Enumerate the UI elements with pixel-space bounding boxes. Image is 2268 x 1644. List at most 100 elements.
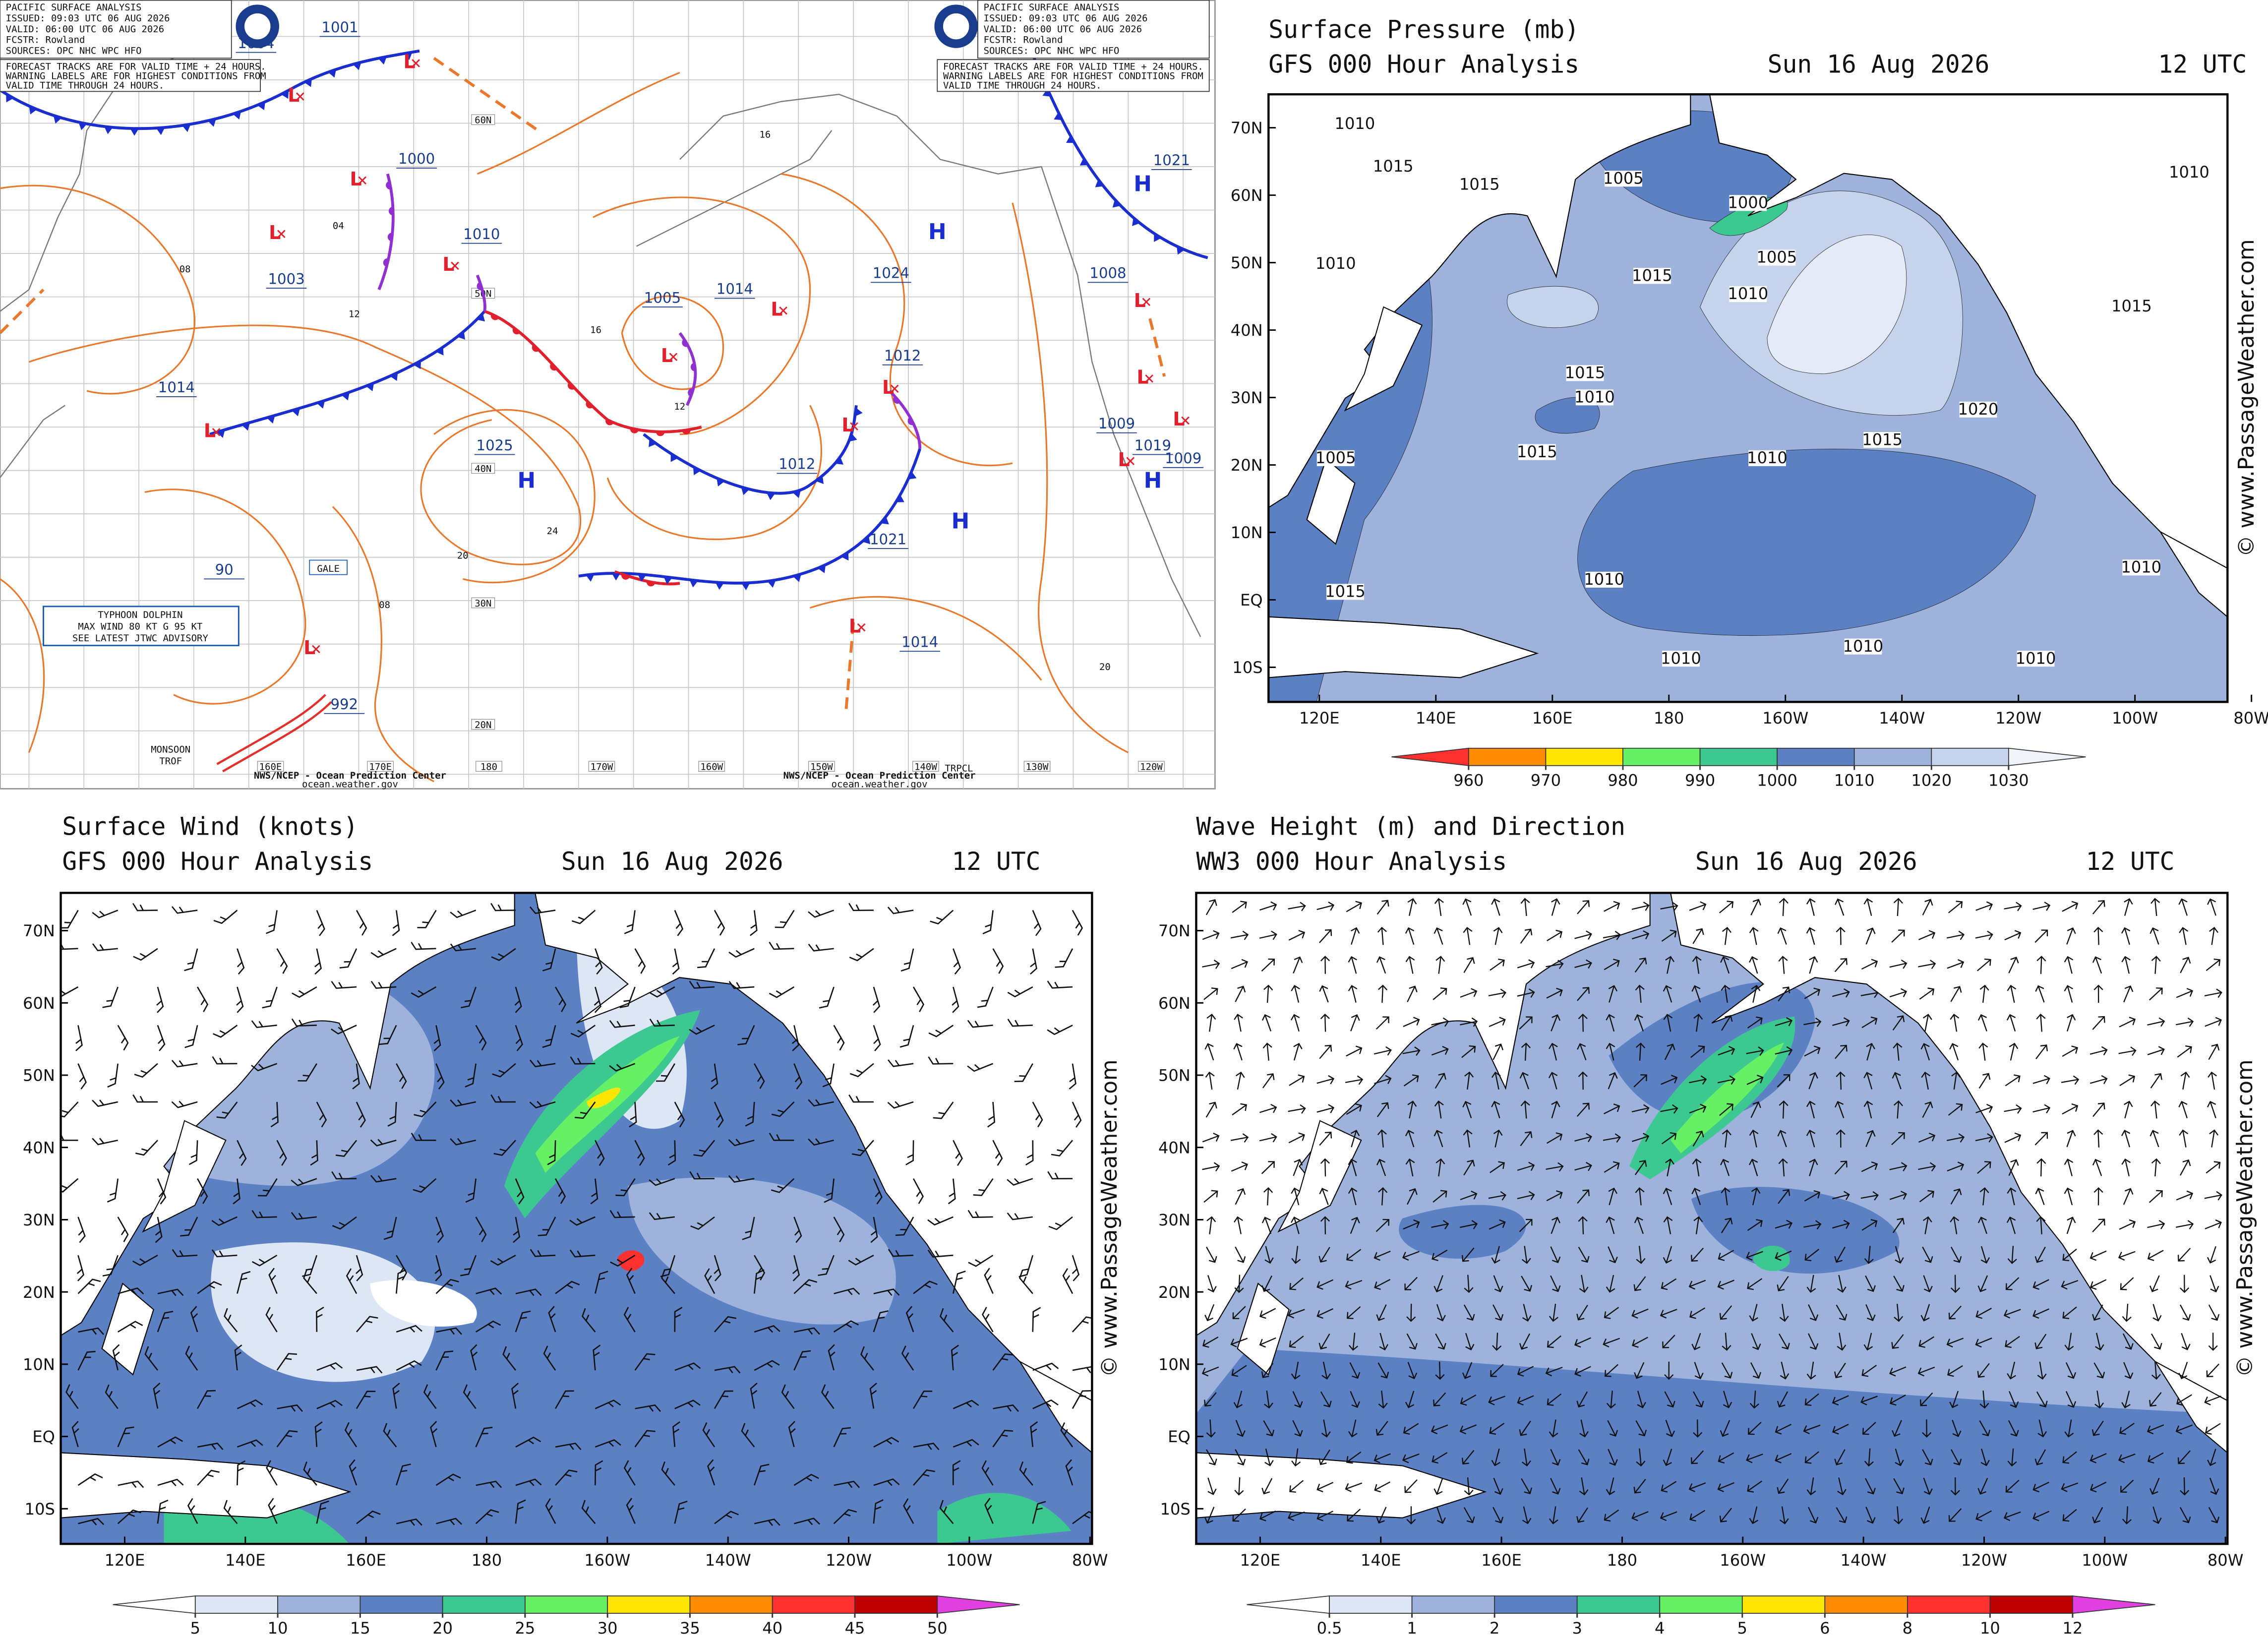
front-symbol [767,580,776,588]
arrow-shape [1950,1477,1960,1496]
arrow-shape [1693,1391,1704,1408]
wave-arrow [1691,1333,1701,1350]
arrow-shape [2089,1046,2108,1056]
wind-barb [828,1344,836,1371]
wave-arrow [1635,1420,1647,1437]
barb-shaft [661,1270,675,1294]
wave-arrow [2209,1477,2219,1495]
wave-arrow [1835,898,1845,916]
wind-barb [356,1101,366,1128]
wave-arrow [2035,1044,2048,1059]
arrow-shape [1431,1017,1449,1027]
wind-barb [392,1383,400,1409]
lon-label: 140W [1841,1551,1887,1570]
colorbar-swatch [1989,1595,2073,1614]
wave-arrow [1346,1103,1362,1115]
low-cross [296,92,304,101]
wave-arrow [2208,1333,2218,1351]
lat-label: 10N [1231,523,1263,542]
wave-arrow [1460,988,1478,998]
arrow-shape [1950,1188,1962,1205]
wind-barb [276,1140,287,1166]
barb-shaft [1007,1212,1033,1220]
cold-front [0,49,420,130]
barb-shaft [237,948,245,975]
wave-arrow [1806,1100,1816,1119]
wave-arrow [2034,929,2048,943]
barb-shaft [750,910,758,936]
barb-shaft [750,1383,758,1409]
barb-shaft [172,906,198,914]
land [1196,893,1650,1336]
wind-barb [569,1216,596,1226]
arrow-shape [1235,1188,1246,1205]
low-center: L [1134,290,1146,311]
wave-arrow [2035,1188,2045,1205]
barb-shaft [370,980,397,989]
wind-barb [982,1307,994,1333]
colorbar-swatch [1391,747,1469,766]
arrow-shape [1861,1365,1877,1377]
front-symbol [611,573,621,581]
wave-arrow [1918,1336,1935,1348]
wave-arrow [2122,1333,2134,1350]
arrow-shape [1205,899,1217,915]
wind-barb [433,1025,441,1051]
arrow-shape [1206,1014,1216,1032]
barb-shaft [626,1268,636,1294]
wind-barb [184,948,198,972]
wave-arrow [1348,1187,1358,1206]
wave-arrow [2009,1042,2019,1061]
wave-arrow [2004,930,2022,941]
wind-barb [463,1384,477,1409]
arrow-shape [2176,1394,2192,1406]
wave-arrow [1230,1133,1249,1143]
wave-arrow [1977,1217,1987,1234]
wave-arrow [2089,1075,2108,1085]
barb-shaft [793,1279,818,1294]
arrow-shape [1777,1130,1787,1148]
wind-barb [414,1101,437,1117]
arrow-shape [1952,1419,1962,1437]
arrow-shape [1834,1246,1846,1263]
arrow-shape [1949,1391,1959,1408]
contour-label-box [1326,584,1364,600]
wave-arrow [2062,1451,2077,1464]
wind-barb [973,1178,994,1196]
front-symbol [1042,88,1051,97]
arrow-shape [1318,1334,1330,1350]
barb-shaft [1025,1140,1034,1166]
wind-barb [1072,1366,1092,1374]
wind-barb [674,1307,683,1332]
low-center: L [1173,408,1185,430]
arrow-shape [2207,1100,2216,1118]
arrow-shape [1977,1217,1987,1234]
wave-arrow [1749,1506,1759,1524]
fronts [0,49,1208,591]
high-center: H [1144,468,1162,493]
front-symbol [341,392,350,401]
wave-arrow [2092,1016,2105,1030]
wave-arrow [1779,1100,1789,1119]
wind-barb [470,1344,478,1371]
wave-arrow [1635,1042,1646,1061]
wave-arrow [2208,1507,2220,1523]
wave-arrow [1231,1365,1247,1377]
wave-arrow [1832,1017,1850,1027]
arrow-shape [2061,1279,2079,1290]
wind-barb [570,1025,596,1038]
wave-arrow [2149,987,2163,1001]
arrow-shape [1723,1391,1732,1408]
map [1196,893,2228,1544]
barb-shaft [981,1460,994,1486]
barb-shaft [953,1270,966,1294]
barb-shaft [1032,1399,1059,1409]
arrow-shape [1891,1132,1905,1146]
wind-barb [1055,948,1074,968]
arrow-shape [1520,928,1533,944]
pressure-value: 1024 [873,265,909,282]
barb-shaft [821,1384,835,1409]
arrow-shape [1519,1218,1533,1232]
wind-barb [728,948,755,958]
